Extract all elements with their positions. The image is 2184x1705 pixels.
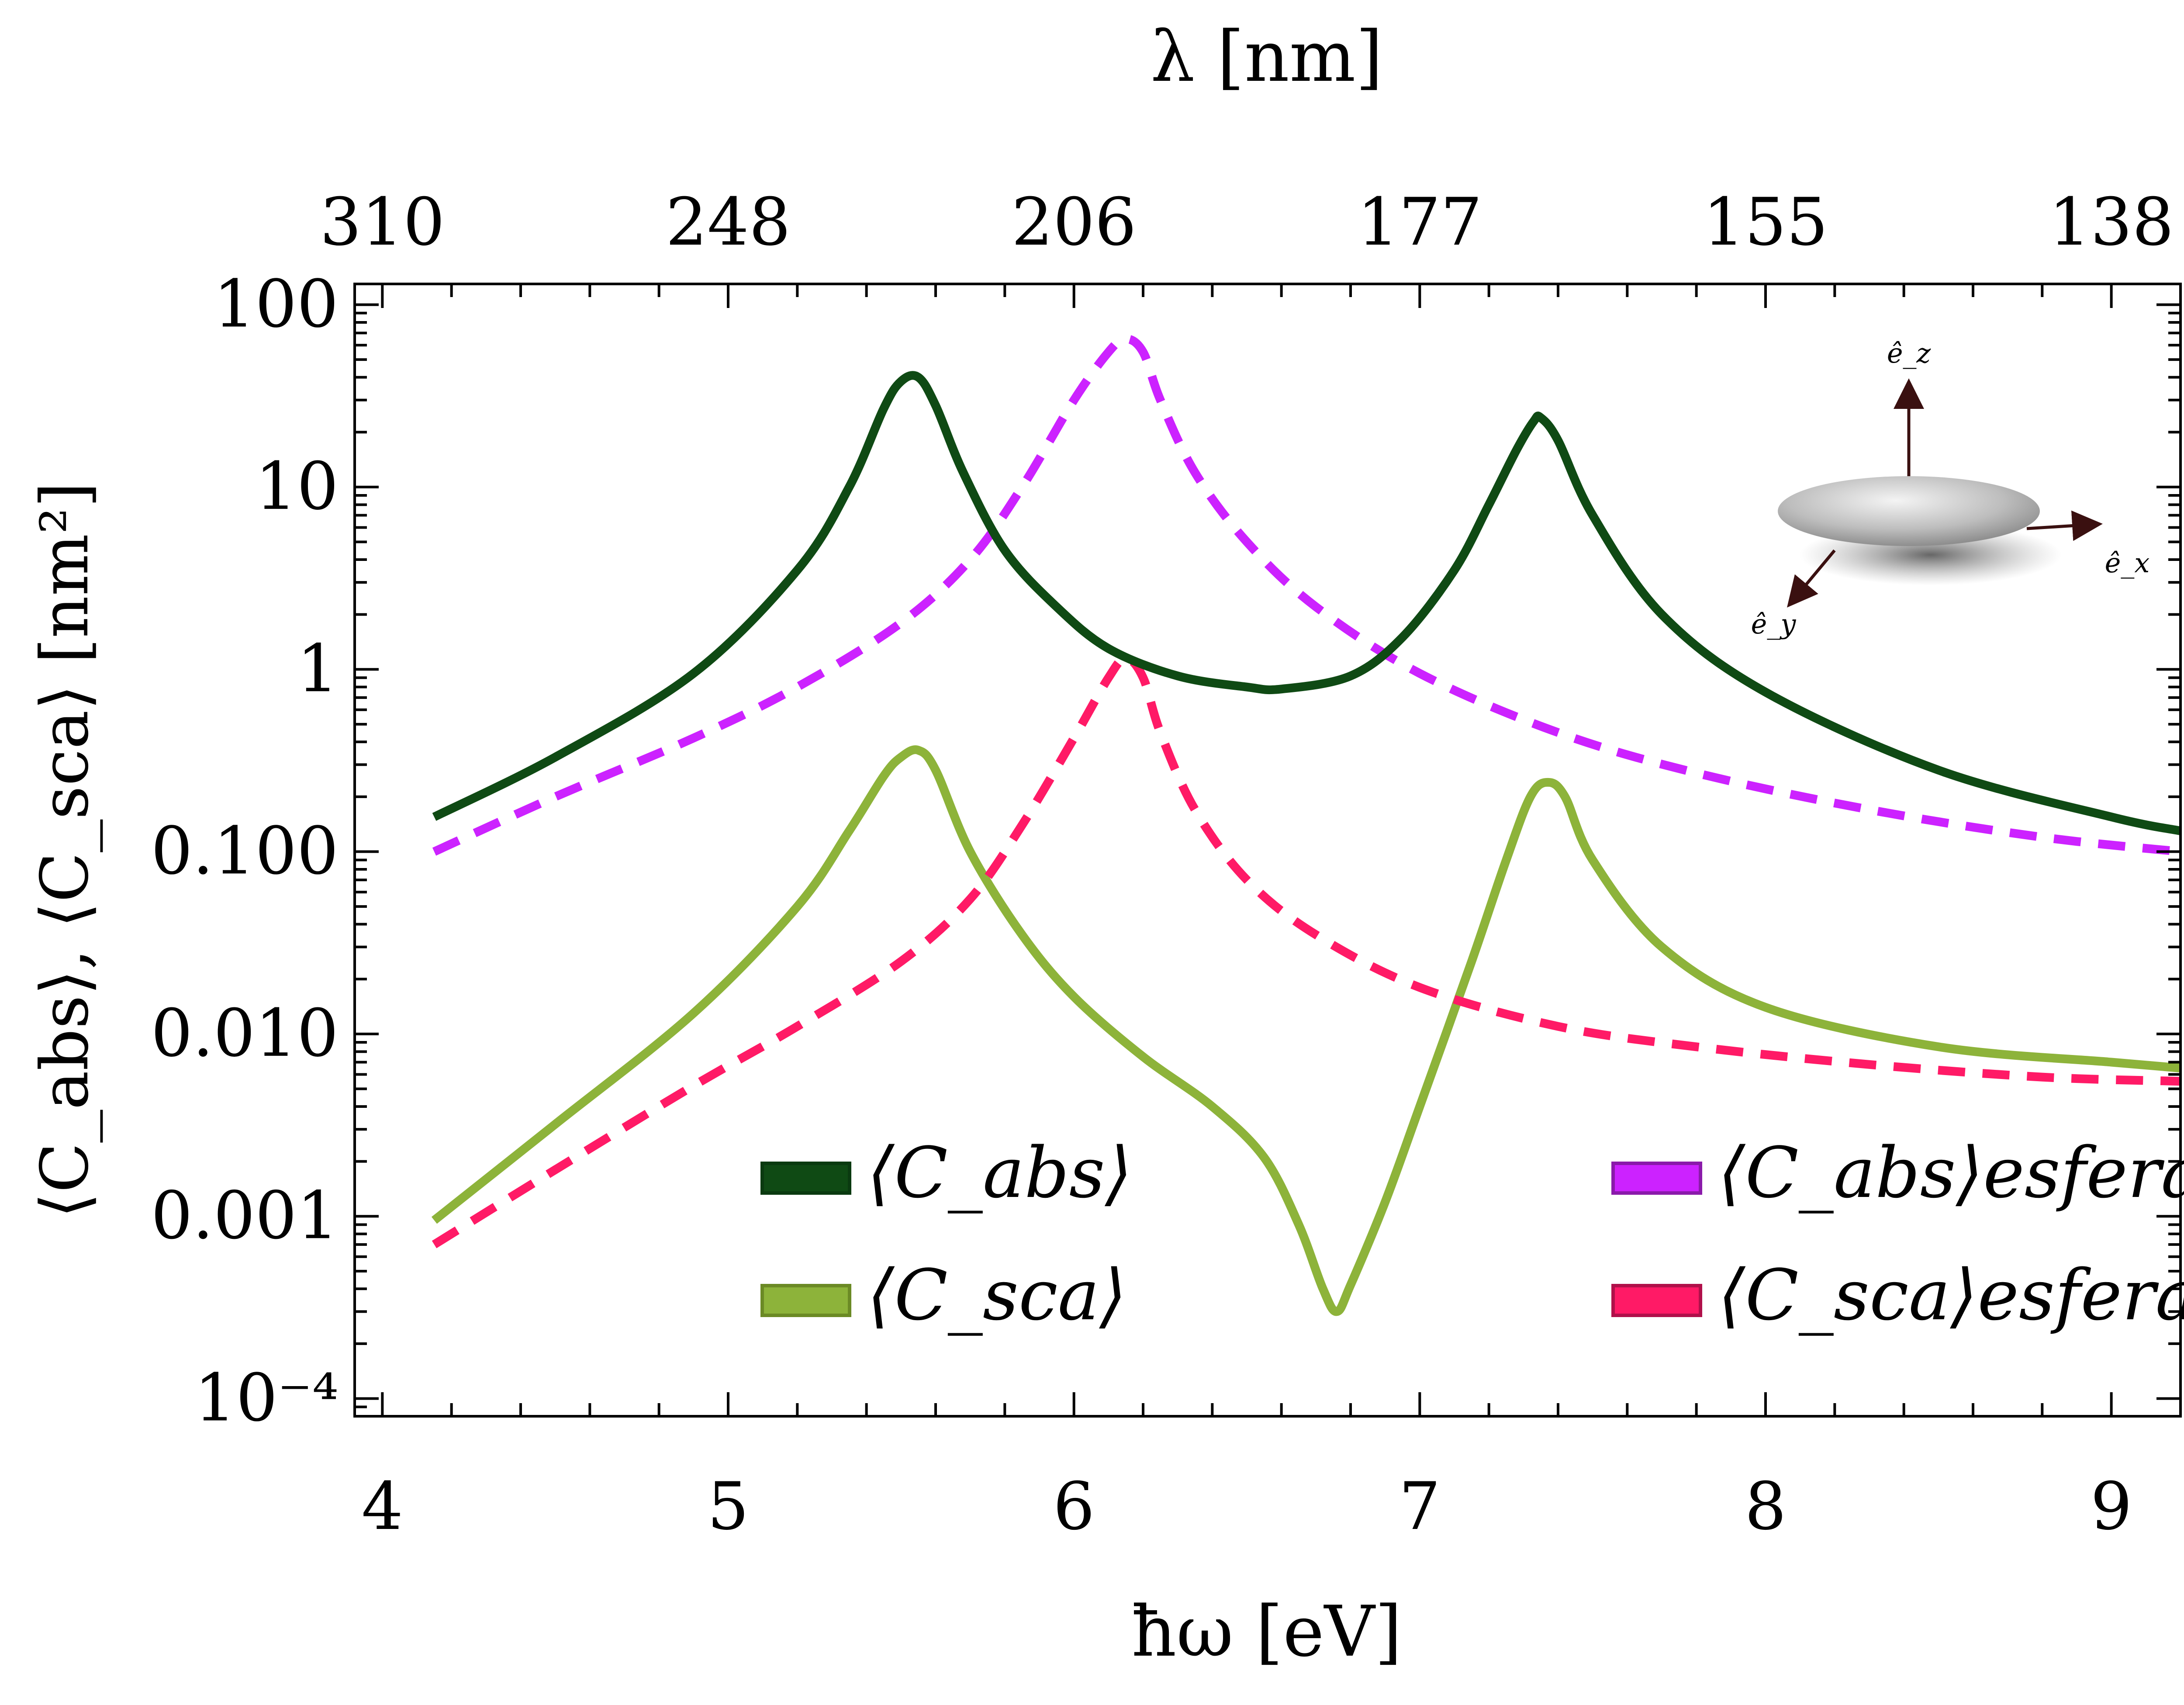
y-tick-label: 10	[255, 449, 339, 525]
ey-label: ê_y	[1751, 608, 1797, 640]
y-tick-label: 0.010	[151, 996, 339, 1072]
ex-axis-arrow	[2026, 510, 2103, 541]
ey-axis-arrow	[1787, 549, 1836, 608]
legend-swatch-c-abs	[760, 1162, 851, 1195]
y-axis-label: ⟨C_abs⟩, ⟨C_sca⟩ [nm²]	[27, 482, 103, 1218]
x-axis-label: ħω [eV]	[1131, 1591, 1402, 1672]
legend-label-c-abs: ⟨C_abs⟩	[867, 1132, 1132, 1214]
top-tick-label: 310	[320, 184, 445, 260]
series-line-2	[432, 334, 2181, 856]
x-tick-label: 4	[362, 1469, 403, 1545]
legend: ⟨C_abs⟩ ⟨C_sca⟩ ⟨C_abs⟩esfera ⟨C_sca⟩esf…	[760, 1132, 2184, 1336]
top-tick-label: 248	[666, 184, 791, 260]
ez-label: ê_z	[1887, 337, 1931, 369]
series-line-3	[432, 654, 2181, 1248]
series-line-1	[431, 745, 2181, 1316]
x-tick-label: 5	[707, 1469, 749, 1545]
x-tick-label: 7	[1399, 1469, 1441, 1545]
x-tick-label: 8	[1745, 1469, 1786, 1545]
legend-label-c-sca-esfera: ⟨C_sca⟩esfera	[1718, 1254, 2184, 1336]
y-tick-label: 1	[297, 631, 339, 707]
ellipsoid-body	[1778, 476, 2040, 546]
y-tick-label: 0.001	[151, 1178, 339, 1254]
ellipsoid-inset: ê_z ê_x ê_y	[1751, 337, 2150, 640]
ticks-layer: 4 310 5 248 6 206 7 177 8 155 9 138 10⁻⁴ 0.001 0.010 0.…	[151, 184, 2182, 1545]
plot-frame	[353, 283, 2182, 1418]
x-tick-label: 9	[2091, 1469, 2132, 1545]
legend-swatch-c-sca-esfera	[1611, 1284, 1702, 1317]
legend-swatch-c-sca	[760, 1284, 851, 1317]
legend-swatch-c-abs-esfera	[1611, 1162, 1702, 1195]
legend-label-c-abs-esfera: ⟨C_abs⟩esfera	[1718, 1132, 2184, 1214]
y-tick-label: 10⁻⁴	[194, 1360, 339, 1436]
y-tick-label: 100	[214, 266, 339, 342]
top-tick-label: 177	[1357, 184, 1482, 260]
curves-layer	[431, 334, 2181, 1316]
legend-label-c-sca: ⟨C_sca⟩	[867, 1254, 1127, 1336]
top-tick-label: 138	[2049, 184, 2174, 260]
x-tick-label: 6	[1053, 1469, 1095, 1545]
series-line-0	[432, 371, 2181, 835]
ex-label: ê_x	[2105, 547, 2150, 579]
top-tick-label: 206	[1012, 184, 1137, 260]
top-tick-label: 155	[1703, 184, 1828, 260]
y-tick-label: 0.100	[151, 813, 339, 889]
top-axis-label: λ [nm]	[1151, 16, 1383, 97]
